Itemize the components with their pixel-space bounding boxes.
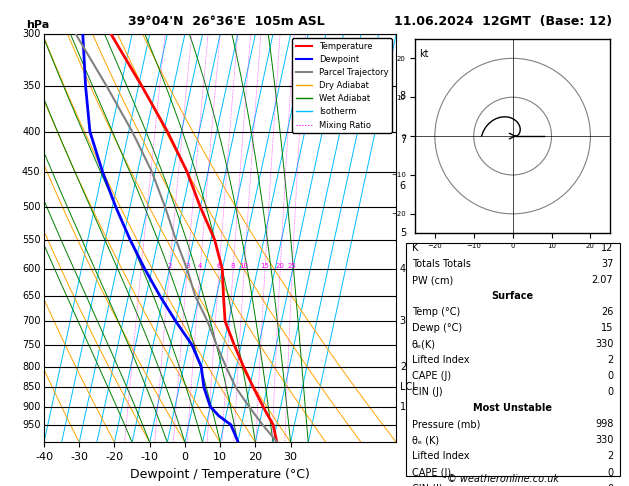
- Text: 450: 450: [22, 167, 40, 176]
- Text: Temp (°C): Temp (°C): [412, 307, 460, 317]
- Text: CIN (J): CIN (J): [412, 484, 443, 486]
- Text: K: K: [412, 243, 418, 253]
- X-axis label: Dewpoint / Temperature (°C): Dewpoint / Temperature (°C): [130, 468, 310, 481]
- Text: CAPE (J): CAPE (J): [412, 468, 451, 478]
- Text: © weatheronline.co.uk: © weatheronline.co.uk: [447, 473, 559, 484]
- Text: 550: 550: [22, 235, 40, 244]
- Text: 750: 750: [22, 340, 40, 350]
- Text: 11.06.2024  12GMT  (Base: 12): 11.06.2024 12GMT (Base: 12): [394, 15, 612, 28]
- Text: 15: 15: [260, 263, 269, 269]
- Text: 2: 2: [400, 362, 406, 372]
- Text: 26: 26: [601, 307, 613, 317]
- Text: kt: kt: [420, 49, 429, 59]
- Text: 3: 3: [400, 316, 406, 326]
- Text: 650: 650: [22, 291, 40, 301]
- Text: 0: 0: [607, 468, 613, 478]
- Text: Lifted Index: Lifted Index: [412, 451, 469, 462]
- Text: Most Unstable: Most Unstable: [473, 403, 552, 414]
- Text: 15: 15: [601, 323, 613, 333]
- Text: Lifted Index: Lifted Index: [412, 355, 469, 365]
- Text: 300: 300: [22, 29, 40, 39]
- Text: θₑ(K): θₑ(K): [412, 339, 436, 349]
- Text: 3: 3: [185, 263, 189, 269]
- Text: LCL: LCL: [400, 382, 418, 392]
- Text: 998: 998: [595, 419, 613, 430]
- Text: 2: 2: [607, 355, 613, 365]
- Text: 12: 12: [601, 243, 613, 253]
- Text: 500: 500: [22, 202, 40, 212]
- Text: hPa: hPa: [26, 20, 50, 30]
- Text: 6: 6: [217, 263, 221, 269]
- Text: Totals Totals: Totals Totals: [412, 259, 471, 269]
- Text: 7: 7: [400, 135, 406, 145]
- Text: 5: 5: [400, 228, 406, 238]
- Text: θₑ (K): θₑ (K): [412, 435, 439, 446]
- Text: 0: 0: [607, 371, 613, 382]
- Text: 850: 850: [22, 382, 40, 392]
- Text: 330: 330: [595, 339, 613, 349]
- Text: 25: 25: [288, 263, 297, 269]
- Text: 950: 950: [22, 420, 40, 430]
- Text: 4: 4: [400, 264, 406, 274]
- Text: 8: 8: [231, 263, 235, 269]
- Text: 4: 4: [198, 263, 203, 269]
- Text: 39°04'N  26°36'E  105m ASL: 39°04'N 26°36'E 105m ASL: [128, 15, 325, 28]
- Legend: Temperature, Dewpoint, Parcel Trajectory, Dry Adiabat, Wet Adiabat, Isotherm, Mi: Temperature, Dewpoint, Parcel Trajectory…: [292, 38, 392, 133]
- Text: 2.07: 2.07: [592, 275, 613, 285]
- Text: 400: 400: [22, 126, 40, 137]
- Text: 330: 330: [595, 435, 613, 446]
- Text: 20: 20: [276, 263, 285, 269]
- Text: 2: 2: [167, 263, 172, 269]
- Text: 6: 6: [400, 181, 406, 191]
- Text: 350: 350: [22, 81, 40, 91]
- Text: CIN (J): CIN (J): [412, 387, 443, 398]
- Text: 900: 900: [22, 401, 40, 412]
- Text: 800: 800: [22, 362, 40, 372]
- Text: 0: 0: [607, 387, 613, 398]
- Text: 1: 1: [139, 263, 143, 269]
- Text: 10: 10: [240, 263, 248, 269]
- Text: 2: 2: [607, 451, 613, 462]
- Text: CAPE (J): CAPE (J): [412, 371, 451, 382]
- Text: PW (cm): PW (cm): [412, 275, 454, 285]
- Text: Dewp (°C): Dewp (°C): [412, 323, 462, 333]
- Text: 600: 600: [22, 264, 40, 274]
- Text: 8: 8: [400, 91, 406, 101]
- Text: 37: 37: [601, 259, 613, 269]
- Text: 700: 700: [22, 316, 40, 326]
- Text: 1: 1: [400, 401, 406, 412]
- Text: 0: 0: [607, 484, 613, 486]
- Text: Pressure (mb): Pressure (mb): [412, 419, 481, 430]
- Text: Surface: Surface: [492, 291, 533, 301]
